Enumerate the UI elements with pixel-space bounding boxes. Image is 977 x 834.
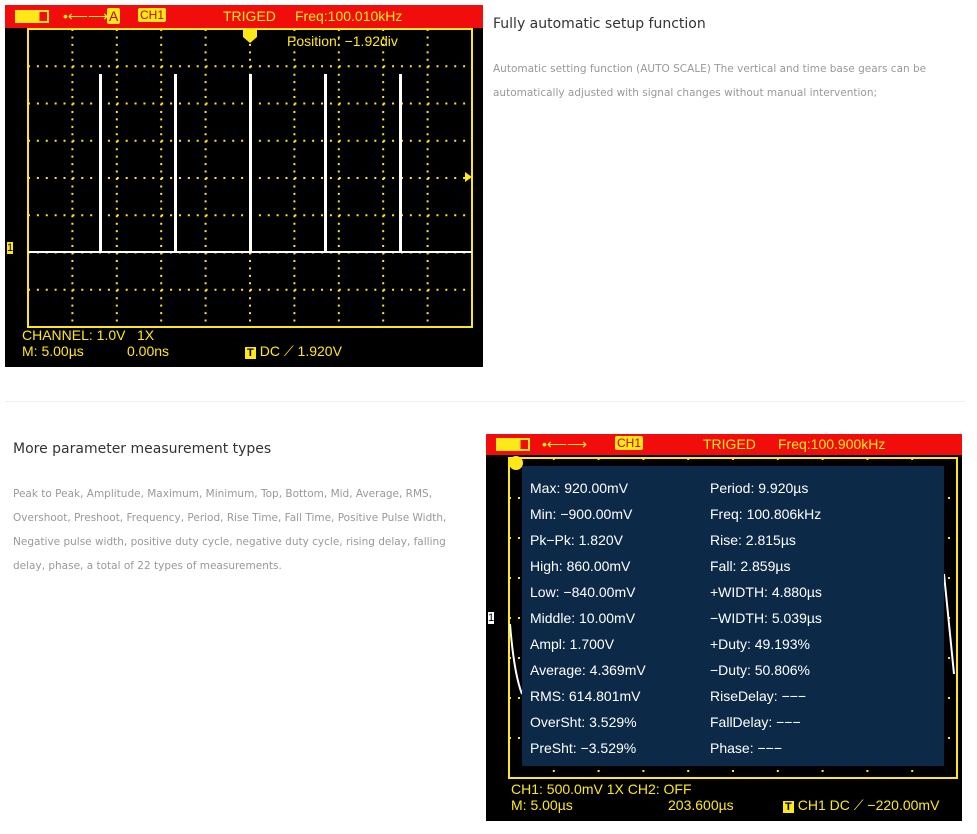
divider: [5, 401, 965, 402]
measurement-left: Max: 920.00mV: [530, 480, 629, 496]
measurement-right: RiseDelay: −−−: [710, 688, 807, 704]
trigger-marker-icon: [243, 29, 257, 43]
measurement-panel: Max: 920.00mV Min: −900.00mV Pk−Pk: 1.820V…: [522, 466, 944, 766]
trigger-value: DC ⟋ 1.920V: [259, 343, 342, 359]
measurement-left: PreSht: −3.529%: [530, 740, 637, 756]
measurement-left: Low: −840.00mV: [530, 584, 636, 600]
offset: 203.600µs: [668, 797, 734, 813]
offset: 0.00ns: [127, 343, 170, 359]
waveform-plot: [28, 29, 472, 327]
measurement-right: Fall: 2.859µs: [710, 558, 791, 574]
measurement-right: Freq: 100.806kHz: [710, 506, 822, 522]
scope-screenshot-measure: •⟵⟶ CH1 TRIGED Freq:100.900kHz Max: 920.…: [486, 434, 962, 821]
trigger-marker-icon: [509, 456, 523, 470]
probe: 1X: [137, 327, 155, 343]
channel-badge: CH1: [615, 436, 644, 450]
section2-description: Peak to Peak, Amplitude, Maximum, Minimu…: [13, 488, 447, 572]
measurement-right: −WIDTH: 5.039µs: [710, 610, 822, 626]
measurement-right: Rise: 2.815µs: [710, 532, 796, 548]
measurement-left: RMS: 614.801mV: [530, 688, 641, 704]
measurement-left: OverSht: 3.529%: [530, 714, 637, 730]
mode-badge: A: [107, 8, 121, 24]
measurement-left: Average: 4.369mV: [530, 662, 646, 678]
frequency: Freq:100.900kHz: [778, 436, 886, 452]
measurement-right: FallDelay: −−−: [710, 714, 801, 730]
measurement-left: Middle: 10.00mV: [530, 610, 636, 626]
position-readout: Position: −1.92div: [287, 33, 398, 49]
status-bar: •⟵⟶ CH1 TRIGED Freq:100.900kHz: [486, 434, 962, 455]
frequency: Freq:100.010kHz: [295, 8, 403, 24]
measurement-left: Pk−Pk: 1.820V: [530, 532, 624, 548]
measurement-right: Phase: −−−: [710, 740, 783, 756]
usb-icon: •⟵⟶: [542, 436, 588, 452]
measurement-right: +WIDTH: 4.880µs: [710, 584, 822, 600]
timebase: M: 5.00µs: [511, 797, 573, 813]
trigger-level-icon: [465, 172, 472, 182]
channel-badge: CH1: [138, 8, 167, 22]
section1-description: Automatic setting function (AUTO SCALE) …: [493, 63, 927, 99]
measurement-right: +Duty: 49.193%: [710, 636, 811, 652]
battery-icon: [496, 438, 530, 451]
channel-info: CHANNEL: 1.0V: [22, 327, 126, 343]
battery-icon: [15, 10, 49, 23]
trigger-badge: T: [783, 801, 794, 813]
usb-icon: •⟵⟶: [63, 8, 109, 24]
scope-screenshot-auto: •⟵⟶ A CH1 TRIGED Freq:100.010kHz Positio…: [5, 5, 483, 367]
timebase: M: 5.00µs: [22, 343, 84, 359]
waveform-trace: [509, 573, 955, 695]
measurement-right: −Duty: 50.806%: [710, 662, 811, 678]
channel-marker: 1: [7, 242, 14, 254]
trigger-info: T CH1 DC ⟋ −220.00mV: [783, 797, 939, 814]
measurement-left: High: 860.00mV: [530, 558, 631, 574]
trigger-status: TRIGED: [703, 436, 756, 452]
section1-title: Fully automatic setup function: [493, 16, 706, 32]
section2-title: More parameter measurement types: [13, 441, 272, 457]
waveform-trace: [28, 74, 472, 253]
channel-info: CH1: 500.0mV 1X CH2: OFF: [511, 781, 692, 797]
trigger-value: CH1 DC ⟋ −220.00mV: [797, 797, 940, 813]
channel-marker: 1: [488, 612, 495, 624]
trigger-status: TRIGED: [223, 8, 276, 24]
measurement-right: Period: 9.920µs: [710, 480, 809, 496]
measurement-left: Ampl: 1.700V: [530, 636, 615, 652]
status-bar: •⟵⟶ A CH1 TRIGED Freq:100.010kHz: [5, 5, 483, 28]
trigger-info: T DC ⟋ 1.920V: [245, 343, 342, 360]
measurement-left: Min: −900.00mV: [530, 506, 633, 522]
trigger-badge: T: [245, 347, 256, 359]
